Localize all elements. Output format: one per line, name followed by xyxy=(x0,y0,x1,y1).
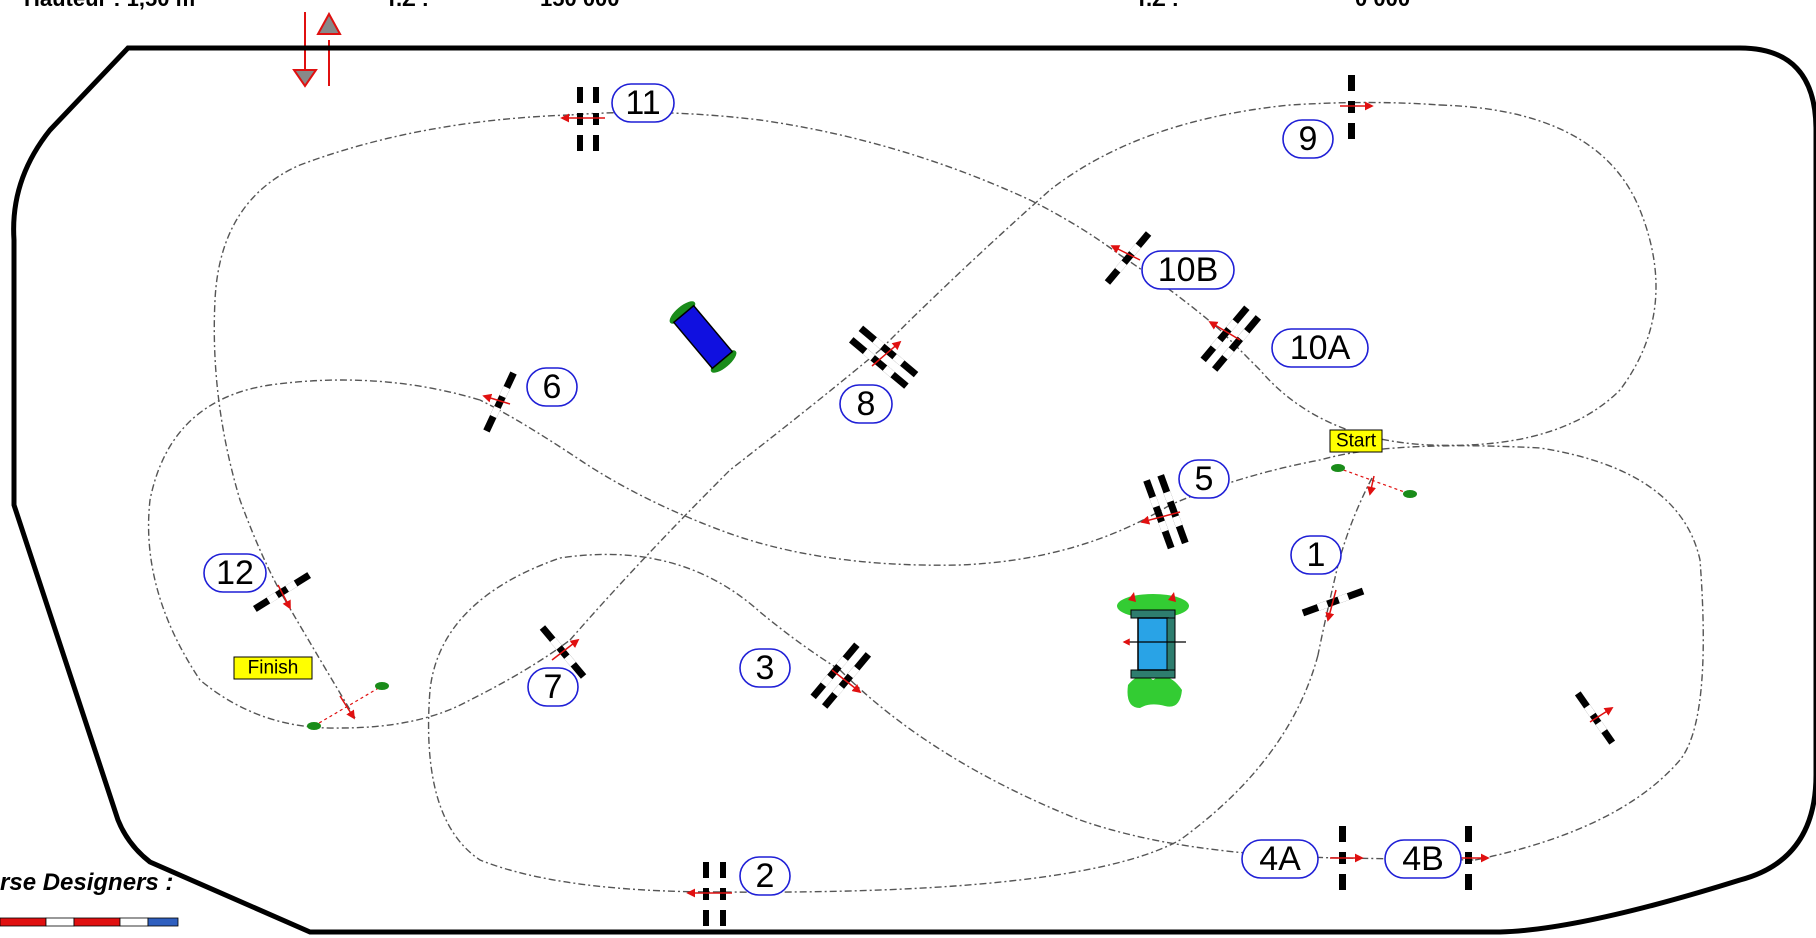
label-11: 11 xyxy=(611,83,675,123)
label-12: 12 xyxy=(203,553,267,593)
blue-decor-block-icon xyxy=(669,301,737,373)
label-9: 9 xyxy=(1282,119,1334,159)
finish-line xyxy=(307,682,389,730)
svg-text:6: 6 xyxy=(543,368,562,406)
label-4a: 4A xyxy=(1241,839,1319,879)
svg-text:4B: 4B xyxy=(1402,840,1444,878)
tz1-value: 150 000 xyxy=(540,0,620,11)
svg-text:4A: 4A xyxy=(1259,840,1301,878)
label-6: 6 xyxy=(526,367,578,407)
start-marker: Start xyxy=(1329,429,1383,453)
svg-text:3: 3 xyxy=(756,649,775,687)
label-2: 2 xyxy=(739,856,791,896)
tz2-value: 0 000 xyxy=(1355,0,1410,11)
svg-text:2: 2 xyxy=(756,857,775,895)
svg-text:11: 11 xyxy=(625,84,660,122)
svg-text:12: 12 xyxy=(216,554,254,592)
label-4b: 4B xyxy=(1384,839,1462,879)
svg-text:Finish: Finish xyxy=(248,658,299,679)
label-10a: 10A xyxy=(1271,328,1369,368)
obstacle-fences xyxy=(253,75,1616,926)
svg-text:Start: Start xyxy=(1336,431,1377,452)
fence-10b xyxy=(1104,231,1152,285)
fence-11 xyxy=(560,87,605,151)
label-10b: 10B xyxy=(1141,250,1235,290)
svg-text:10A: 10A xyxy=(1290,329,1351,367)
label-5: 5 xyxy=(1178,459,1230,499)
start-line xyxy=(1331,464,1417,498)
course-track xyxy=(147,101,1704,893)
fence-2 xyxy=(686,862,732,926)
fence-6 xyxy=(483,371,517,433)
fence-10a xyxy=(1200,305,1262,372)
svg-text:8: 8 xyxy=(857,385,876,423)
obstacle-labels: 11 9 10B 10A 6 8 5 1 12 3 7 2 4A 4B xyxy=(203,83,1462,896)
fence-3 xyxy=(810,642,872,709)
svg-text:7: 7 xyxy=(544,668,563,706)
height-text: Hauteur : 1,50 m xyxy=(24,0,195,11)
label-1: 1 xyxy=(1290,535,1342,575)
fence-8 xyxy=(848,325,919,389)
svg-text:10B: 10B xyxy=(1158,251,1219,289)
label-7: 7 xyxy=(527,667,579,707)
svg-text:9: 9 xyxy=(1299,120,1318,158)
fence-4a xyxy=(1330,826,1364,890)
water-feature-icon xyxy=(1117,592,1189,708)
tz1-label: T.Z : xyxy=(385,0,429,11)
course-designers-label: rse Designers : xyxy=(0,869,173,896)
fence-9 xyxy=(1340,75,1374,139)
finish-marker: Finish xyxy=(233,656,313,680)
svg-text:1: 1 xyxy=(1307,536,1326,574)
tz2-label: T.Z : xyxy=(1135,0,1179,11)
label-8: 8 xyxy=(839,384,893,424)
svg-text:5: 5 xyxy=(1195,460,1214,498)
label-3: 3 xyxy=(739,648,791,688)
scale-bar xyxy=(0,917,179,927)
arena-border xyxy=(11,45,1816,935)
fence-5 xyxy=(1143,474,1189,550)
